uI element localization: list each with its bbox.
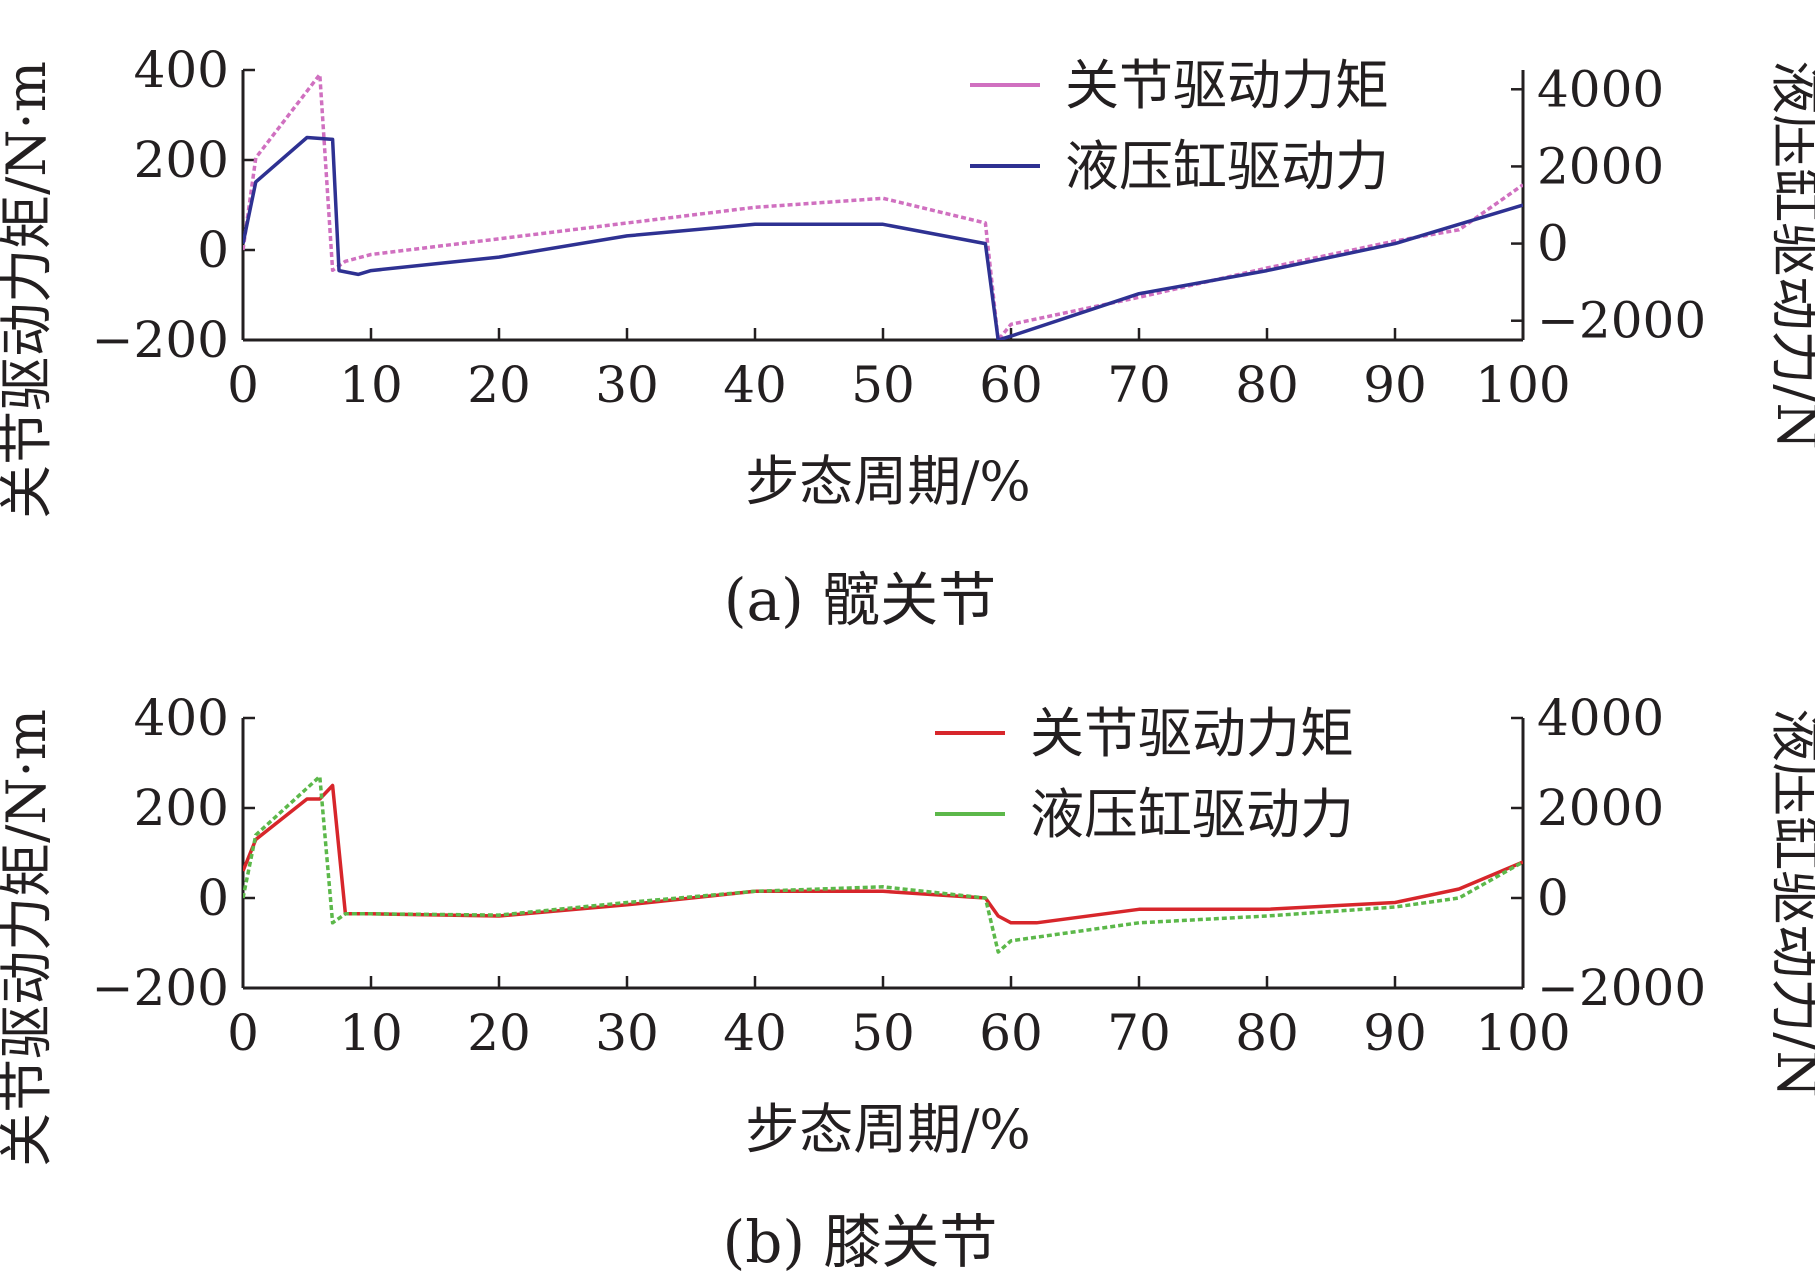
- left-y-tick-label: 400: [134, 41, 229, 99]
- x-tick-label: 30: [595, 356, 659, 414]
- chart-hip-joint: 0 10 20 30 40 50 60 70 80 90 100−2000200400−200002…: [0, 41, 1815, 634]
- x-axis-title: 步态周期/%: [745, 450, 1031, 513]
- chart-knee-joint: 0 10 20 30 40 50 60 70 80 90 100−2000200400−200002…: [0, 689, 1815, 1276]
- legend-label: 关节驱动力矩: [1030, 702, 1354, 765]
- x-tick-label: 10: [339, 356, 403, 414]
- right-y-tick-label: 2000: [1537, 137, 1664, 195]
- x-tick-label: 0: [227, 356, 259, 414]
- x-axis-title: 步态周期/%: [745, 1098, 1031, 1161]
- x-tick-label: 100: [1475, 356, 1570, 414]
- x-tick-label: 10: [339, 1004, 403, 1062]
- x-tick-label: 40: [723, 1004, 787, 1062]
- right-y-axis-title: 液压缸驱动力/N: [1765, 60, 1815, 449]
- x-tick-label: 60: [979, 356, 1043, 414]
- left-y-tick-label: −200: [92, 311, 229, 369]
- x-tick-label: 20: [467, 356, 531, 414]
- left-y-tick-label: 200: [134, 131, 229, 189]
- right-y-tick-label: −2000: [1537, 292, 1706, 350]
- left-y-tick-label: 0: [197, 869, 229, 927]
- series-line-1: [243, 72, 1523, 340]
- right-y-tick-label: 2000: [1537, 779, 1664, 837]
- x-tick-label: 50: [851, 1004, 915, 1062]
- x-tick-label: 80: [1235, 1004, 1299, 1062]
- series-line-2: [243, 135, 1523, 340]
- left-y-axis-title: 关节驱动力矩/N·m: [0, 709, 58, 1167]
- x-tick-label: 80: [1235, 356, 1299, 414]
- chart-caption: (a) 髋关节: [724, 566, 996, 634]
- left-y-tick-label: 0: [197, 221, 229, 279]
- x-tick-label: 0: [227, 1004, 259, 1062]
- right-y-axis-title: 液压缸驱动力/N: [1765, 708, 1815, 1097]
- x-tick-label: 50: [851, 356, 915, 414]
- left-y-tick-label: 400: [134, 689, 229, 747]
- x-tick-label: 90: [1363, 1004, 1427, 1062]
- legend-label: 液压缸驱动力: [1065, 135, 1389, 198]
- x-tick-label: 90: [1363, 356, 1427, 414]
- right-y-tick-label: 0: [1537, 215, 1569, 273]
- left-y-tick-label: −200: [92, 959, 229, 1017]
- chart-caption: (b) 膝关节: [723, 1208, 998, 1276]
- x-tick-label: 40: [723, 356, 787, 414]
- x-tick-label: 60: [979, 1004, 1043, 1062]
- right-y-tick-label: −2000: [1537, 959, 1706, 1017]
- left-y-tick-label: 200: [134, 779, 229, 837]
- legend-label: 液压缸驱动力: [1030, 783, 1354, 846]
- x-tick-label: 70: [1107, 1004, 1171, 1062]
- x-tick-label: 70: [1107, 356, 1171, 414]
- series-line-2: [243, 774, 1523, 954]
- left-y-axis-title: 关节驱动力矩/N·m: [0, 61, 58, 519]
- right-y-tick-label: 4000: [1537, 689, 1664, 747]
- x-tick-label: 30: [595, 1004, 659, 1062]
- right-y-tick-label: 4000: [1537, 60, 1664, 118]
- x-tick-label: 100: [1475, 1004, 1570, 1062]
- x-tick-label: 20: [467, 1004, 531, 1062]
- legend-label: 关节驱动力矩: [1065, 54, 1389, 117]
- right-y-tick-label: 0: [1537, 869, 1569, 927]
